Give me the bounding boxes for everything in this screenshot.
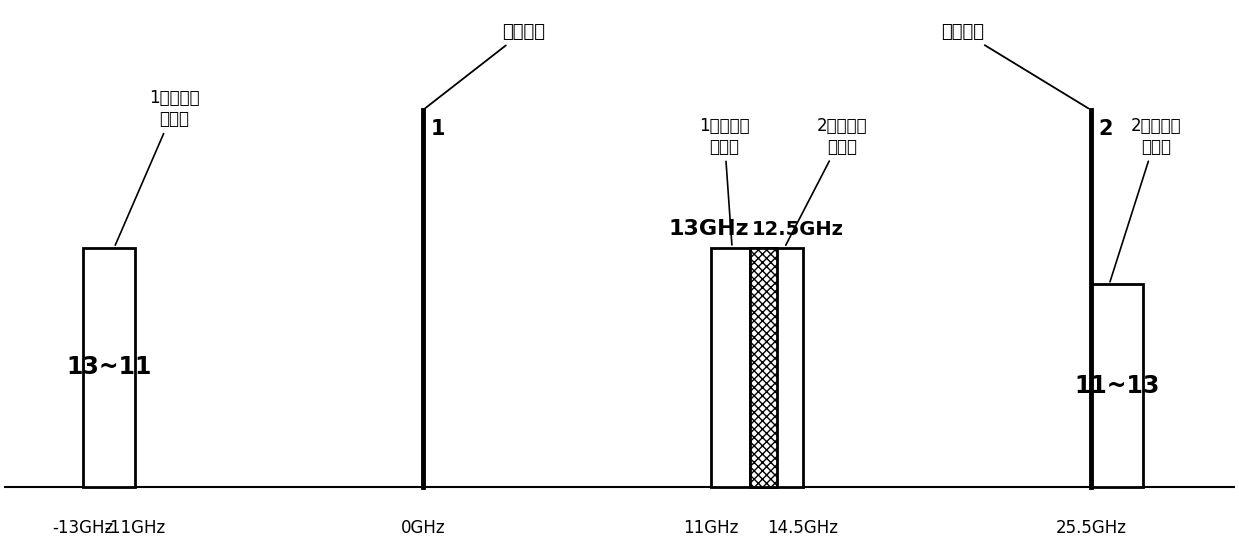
Text: -13GHz: -13GHz bbox=[52, 519, 113, 537]
Text: 2号光梳的
上边带: 2号光梳的 上边带 bbox=[1110, 117, 1182, 282]
Text: 13GHz: 13GHz bbox=[669, 218, 750, 239]
Text: 信号光梳: 信号光梳 bbox=[425, 23, 545, 108]
Text: 1: 1 bbox=[431, 119, 446, 139]
Text: 13~11: 13~11 bbox=[66, 355, 151, 379]
Text: 14.5GHz: 14.5GHz bbox=[767, 519, 839, 537]
Bar bbox=[751, 248, 777, 486]
Text: 25.5GHz: 25.5GHz bbox=[1056, 519, 1126, 537]
Bar bbox=[1090, 284, 1144, 486]
Text: -11GHz: -11GHz bbox=[104, 519, 166, 537]
Bar bbox=[83, 248, 135, 486]
Text: 11~13: 11~13 bbox=[1074, 373, 1160, 397]
Bar bbox=[751, 248, 803, 486]
Text: 2号光梳的
下边带: 2号光梳的 下边带 bbox=[786, 117, 867, 245]
Text: 1号光梳的
下边带: 1号光梳的 下边带 bbox=[115, 90, 199, 245]
Text: 11GHz: 11GHz bbox=[684, 519, 738, 537]
Text: 0GHz: 0GHz bbox=[400, 519, 446, 537]
Text: 2: 2 bbox=[1099, 119, 1113, 139]
Text: 信号光梳: 信号光梳 bbox=[942, 23, 1088, 109]
Bar bbox=[711, 248, 777, 486]
Text: 12.5GHz: 12.5GHz bbox=[752, 219, 844, 239]
Text: 1号光梳的
上边带: 1号光梳的 上边带 bbox=[699, 117, 750, 245]
